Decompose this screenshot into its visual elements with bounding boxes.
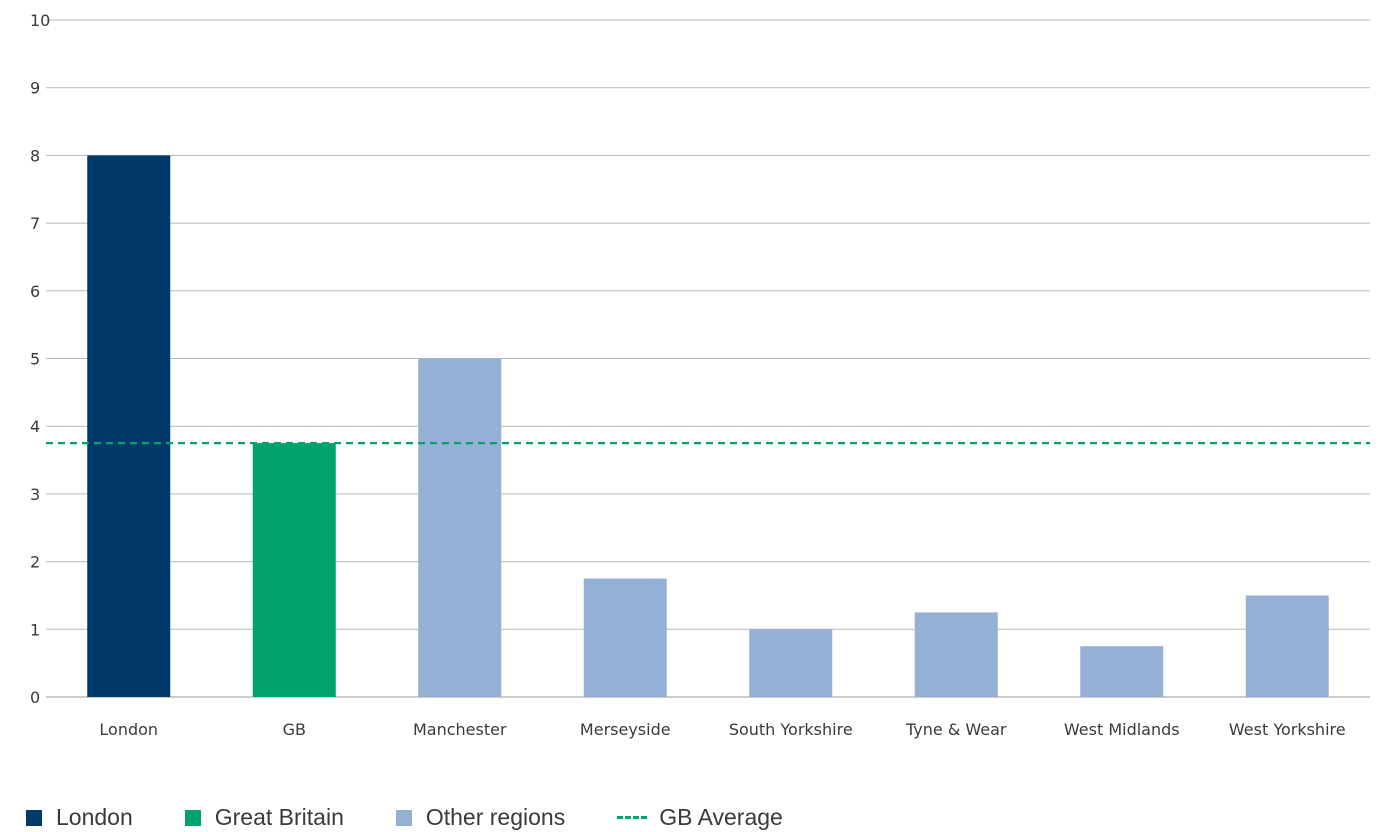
x-tick-label-west-midlands: West Midlands (1064, 720, 1180, 739)
x-tick-label-tyne-wear: Tyne & Wear (905, 720, 1007, 739)
legend-label-gb-average: GB Average (659, 804, 783, 830)
bar-south-yorkshire (749, 629, 833, 697)
y-tick-label: 0 (30, 688, 40, 707)
legend-swatch-london (26, 809, 42, 826)
legend-label-other-regions: Other regions (425, 804, 566, 830)
bars (87, 155, 1329, 697)
bar-west-yorkshire (1245, 595, 1329, 697)
chart-legend: London Great Britain Other regions GB Av… (26, 804, 783, 831)
y-tick-label: 2 (30, 553, 40, 572)
bar-gb (252, 443, 336, 697)
y-tick-label: 8 (30, 146, 40, 165)
y-tick-label: 1 (30, 620, 40, 639)
legend-label-great-britain: Great Britain (214, 804, 344, 830)
bar-merseyside (583, 578, 667, 697)
x-tick-label-manchester: Manchester (413, 720, 507, 739)
x-tick-label-london: London (99, 720, 158, 739)
legend-item-other-regions: Other regions (395, 804, 566, 831)
legend-swatch-great-britain (184, 809, 201, 826)
y-axis: 0 1 2 3 4 5 6 7 8 9 10 (30, 11, 50, 707)
legend-swatch-other-regions (395, 809, 412, 826)
x-tick-label-west-yorkshire: West Yorkshire (1229, 720, 1346, 739)
y-tick-label: 4 (30, 417, 40, 436)
legend-dash-gb-average (617, 816, 648, 819)
x-tick-label-south-yorkshire: South Yorkshire (729, 720, 853, 739)
x-axis: London GB Manchester Merseyside South Yorksh… (99, 720, 1345, 739)
legend-item-gb-average: GB Average (617, 804, 783, 831)
legend-item-great-britain: Great Britain (184, 804, 344, 831)
y-tick-label: 10 (30, 11, 50, 30)
y-tick-label: 6 (30, 282, 40, 301)
bar-west-midlands (1080, 646, 1164, 697)
gridlines (46, 19, 1370, 698)
y-tick-label: 9 (30, 79, 40, 98)
bar-manchester (418, 358, 502, 697)
bar-london (87, 155, 171, 697)
y-tick-label: 5 (30, 350, 40, 369)
bar-tyne-wear (914, 612, 998, 697)
y-tick-label: 7 (30, 214, 40, 233)
x-tick-label-gb: GB (283, 720, 306, 739)
legend-label-london: London (56, 804, 133, 830)
bar-chart: 0 1 2 3 4 5 6 7 8 9 10 London GB Manchester Merseyside… (30, 11, 1370, 739)
y-tick-label: 3 (30, 485, 40, 504)
x-tick-label-merseyside: Merseyside (580, 720, 671, 739)
legend-item-london: London (26, 804, 133, 831)
